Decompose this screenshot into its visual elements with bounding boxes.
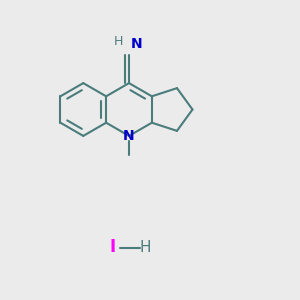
Text: N: N (130, 37, 142, 51)
Text: N: N (123, 129, 135, 143)
Text: I: I (110, 238, 116, 256)
Text: H: H (140, 240, 151, 255)
Text: H: H (114, 35, 123, 48)
